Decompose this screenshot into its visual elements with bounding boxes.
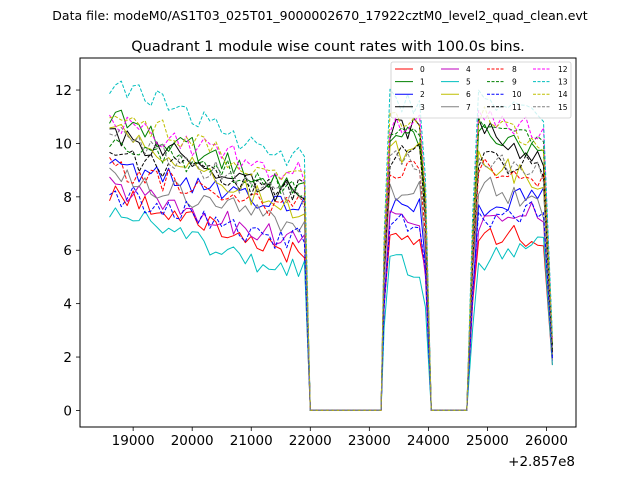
x-tick-label: 24000	[407, 433, 450, 449]
x-tick-label: 21000	[230, 433, 273, 449]
legend-label: 8	[512, 65, 517, 74]
y-tick-label: 0	[63, 403, 72, 419]
y-tick-label: 12	[55, 83, 72, 99]
legend-label: 11	[512, 103, 522, 112]
x-axis: 19000 20000 21000 22000 23000 24000 25000 26000	[112, 427, 568, 449]
plot-area: 19000 20000 21000 22000 23000 24000 25000 26000…	[55, 57, 577, 470]
legend-label: 4	[466, 65, 471, 74]
y-tick-label: 6	[63, 243, 72, 259]
legend-label: 14	[558, 90, 568, 99]
legend-label: 7	[466, 103, 471, 112]
legend-label: 5	[466, 78, 471, 87]
legend-label: 9	[512, 78, 517, 87]
x-tick-label: 23000	[348, 433, 391, 449]
x-tick-label: 25000	[466, 433, 509, 449]
legend-label: 13	[558, 78, 568, 87]
x-tick-label: 22000	[289, 433, 332, 449]
series-layer	[109, 80, 553, 411]
axes-frame	[79, 57, 577, 428]
legend-frame	[390, 61, 572, 119]
chart-title: Quadrant 1 module wise count rates with …	[131, 39, 525, 55]
y-tick-label: 4	[63, 297, 72, 313]
x-axis-offset-label: +2.857e8	[508, 454, 575, 470]
x-tick-label: 26000	[525, 433, 568, 449]
x-tick-label: 19000	[112, 433, 155, 449]
y-tick-label: 10	[55, 136, 72, 152]
legend-label: 2	[420, 90, 425, 99]
y-tick-label: 8	[63, 190, 72, 206]
legend-label: 10	[512, 90, 522, 99]
legend-label: 1	[420, 78, 425, 87]
x-tick-label: 20000	[171, 433, 214, 449]
legend-label: 0	[420, 65, 425, 74]
figure-suptitle: Data file: modeM0/AS1T03_025T01_90000026…	[52, 8, 587, 23]
legend-label: 6	[466, 90, 471, 99]
y-axis: 0 2 4 6 8 10 12	[55, 83, 80, 419]
y-tick-label: 2	[63, 350, 72, 366]
legend-label: 15	[558, 103, 568, 112]
legend-label: 12	[558, 65, 568, 74]
legend-label: 3	[420, 103, 425, 112]
series-line-15	[109, 127, 553, 411]
